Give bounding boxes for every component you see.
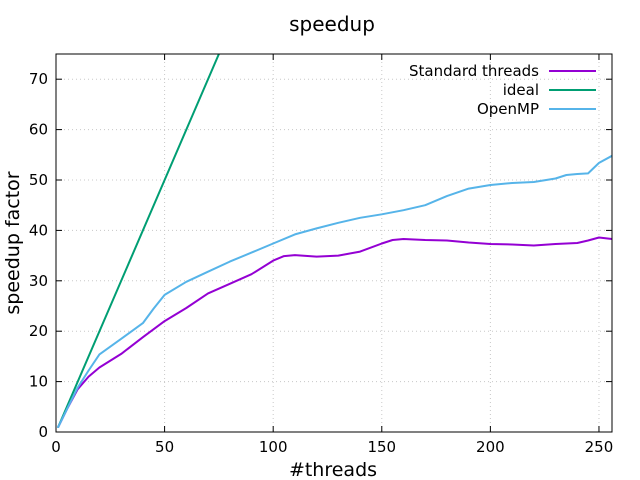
y-tick-label: 10 [29,373,48,391]
y-tick-label: 0 [38,423,48,441]
legend-label-openmp: OpenMP [477,100,539,118]
x-tick-label: 250 [585,438,614,456]
x-axis-label: #threads [289,459,377,480]
tick-layer: 0 50 100 150 200 250 0 10 20 30 40 50 60 70 [29,54,613,456]
y-axis-label: speedup factor [2,171,24,314]
series-line-openmp [57,154,612,428]
series-line-standard-threads [57,236,612,428]
y-tick-label: 20 [29,322,48,340]
x-tick-label: 150 [367,438,396,456]
x-tick-label: 50 [155,438,174,456]
plot-frame [55,53,613,433]
y-tick-label: 30 [29,272,48,290]
x-tick-label: 0 [51,438,61,456]
series-line-ideal [57,54,220,428]
x-tick-label: 100 [259,438,288,456]
grid-layer [56,54,612,432]
legend-label-standard-threads: Standard threads [409,62,539,80]
series-layer [57,54,612,428]
y-tick-label: 70 [29,70,48,88]
y-tick-label: 60 [29,121,48,139]
x-tick-label: 200 [476,438,505,456]
legend-label-ideal: ideal [503,81,539,99]
y-tick-label: 40 [29,221,48,239]
chart-title: speedup [289,12,375,36]
y-tick-label: 50 [29,171,48,189]
